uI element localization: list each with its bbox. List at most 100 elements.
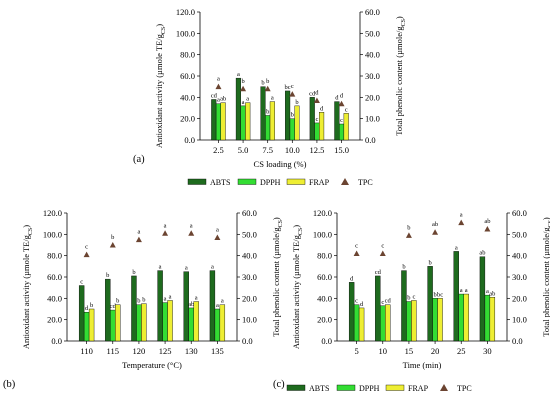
legend-label-abts: ABTS <box>210 178 230 187</box>
y2-tick-label: 10.0 <box>242 315 257 325</box>
bar-dpph <box>380 305 386 342</box>
y2-tick-label: 50.0 <box>512 229 527 239</box>
sig-label-dpph: b <box>407 295 410 302</box>
sig-label-dpph: cd <box>110 303 117 310</box>
bar-dpph <box>289 118 295 141</box>
bar-frap <box>489 297 496 342</box>
sig-label-tpc: c <box>355 243 358 250</box>
bar-abts <box>285 90 291 141</box>
bar-frap <box>358 307 365 342</box>
y-tick-label: 100.0 <box>313 229 332 239</box>
sig-label-tpc: a <box>137 229 140 236</box>
tpc-marker <box>188 230 195 236</box>
y2-tick-label: 20.0 <box>512 293 527 303</box>
panel-label: (b) <box>3 379 16 390</box>
bar-frap <box>245 102 251 141</box>
y-tick-label: 100.0 <box>43 229 62 239</box>
sig-label-dpph: a <box>164 296 167 303</box>
legend: ABTS DPPH FRAP TPC <box>286 384 472 393</box>
sig-label-frap: b <box>295 99 298 106</box>
sig-label-frap: d <box>320 105 324 112</box>
bar-frap <box>343 113 349 141</box>
y2-tick-label: 10.0 <box>365 114 380 124</box>
y2-tick-label: 0.0 <box>242 336 253 346</box>
y-tick-label: 20.0 <box>47 315 62 325</box>
tpc-marker <box>458 219 465 226</box>
bar-dpph <box>458 293 464 342</box>
bar-abts <box>235 77 241 141</box>
bar-frap <box>219 304 226 342</box>
sig-label-abts: b <box>428 259 431 266</box>
legend-label-abts: ABTS <box>309 384 329 393</box>
sig-label-abts: a <box>185 265 188 272</box>
y2-tick-label: 20.0 <box>242 293 257 303</box>
bar-dpph <box>314 122 320 141</box>
tpc-marker <box>135 236 142 243</box>
bar-abts <box>427 266 433 342</box>
bar-frap <box>193 301 199 342</box>
tpc-marker <box>353 250 360 257</box>
tpc-marker <box>162 230 169 236</box>
sig-label-tpc: b <box>407 224 410 231</box>
sig-label-dpph: ab <box>188 301 194 308</box>
legend-label-dpph: DPPH <box>359 384 380 393</box>
bar-dpph <box>240 105 246 141</box>
y-tick-label: 120.0 <box>43 208 62 218</box>
sig-label-frap: c <box>345 106 348 113</box>
legend-swatch-abts <box>187 178 207 185</box>
sig-label-frap: a <box>271 95 274 102</box>
x-tick-label: 30 <box>483 346 492 356</box>
sig-label-dpph: c <box>340 117 343 124</box>
x-tick-label: 10 <box>379 346 388 356</box>
bar-frap <box>269 101 275 141</box>
y2-tick-label: 40.0 <box>512 251 527 261</box>
tpc-marker <box>289 91 296 97</box>
y-axis-label: Antioxidant activity (µmole TE/gCS) <box>291 225 304 349</box>
bar-abts <box>348 282 355 342</box>
tpc-marker <box>313 97 320 104</box>
y-tick-label: 60.0 <box>180 71 195 81</box>
x-tick-label: 5.0 <box>238 145 249 155</box>
y2-tick-label: 30.0 <box>365 71 380 81</box>
bar-frap <box>385 304 391 342</box>
panel-label: (a) <box>133 154 145 165</box>
sig-label-abts: a <box>159 264 162 271</box>
sig-label-frap: c <box>412 293 415 300</box>
sig-label-tpc: a <box>216 227 219 234</box>
sig-label-frap: ab <box>489 290 495 297</box>
sig-label-dpph: b <box>266 108 269 115</box>
bar-abts <box>211 99 217 141</box>
y-tick-label: 80.0 <box>47 251 62 261</box>
bar-abts <box>78 285 85 342</box>
y-axis-label: Antioxidant activity (µmole TE/gCS) <box>154 24 167 148</box>
panel-a: 0.0 20.0 40.0 60.0 80.0 100.0 120.0 0.0 10.0 20.0… <box>133 7 407 187</box>
sig-label-tpc: c <box>85 244 88 251</box>
x-tick-label: 5 <box>354 346 358 356</box>
legend-swatch-dpph <box>336 384 356 391</box>
sig-label-abts: d <box>335 95 339 102</box>
sig-label-tpc: b <box>266 78 269 85</box>
legend-swatch-frap <box>286 178 306 185</box>
sig-label-tpc: c <box>381 243 384 250</box>
y-tick-label: 0.0 <box>321 336 332 346</box>
bar-abts <box>309 97 315 141</box>
sig-label-frap: b <box>116 298 119 305</box>
sig-label-dpph: d <box>85 305 89 312</box>
sig-label-abts: d <box>350 275 354 282</box>
x-tick-label: 15.0 <box>334 145 349 155</box>
bar-dpph <box>83 312 90 342</box>
y2-tick-label: 30.0 <box>242 272 257 282</box>
bar-abts <box>209 270 216 342</box>
bar-abts <box>131 275 137 342</box>
x-tick-label: 10.0 <box>285 145 300 155</box>
sig-label-frap: cd <box>385 298 392 305</box>
sig-label-frap: a <box>195 295 198 302</box>
y-tick-label: 20.0 <box>317 315 332 325</box>
tpc-marker <box>214 234 221 241</box>
sig-label-tpc: ab <box>432 221 438 228</box>
legend-label-tpc: TPC <box>358 178 373 187</box>
sig-label-abts: b <box>106 272 109 279</box>
y2-tick-label: 40.0 <box>242 251 257 261</box>
y2-tick-label: 60.0 <box>365 7 380 17</box>
